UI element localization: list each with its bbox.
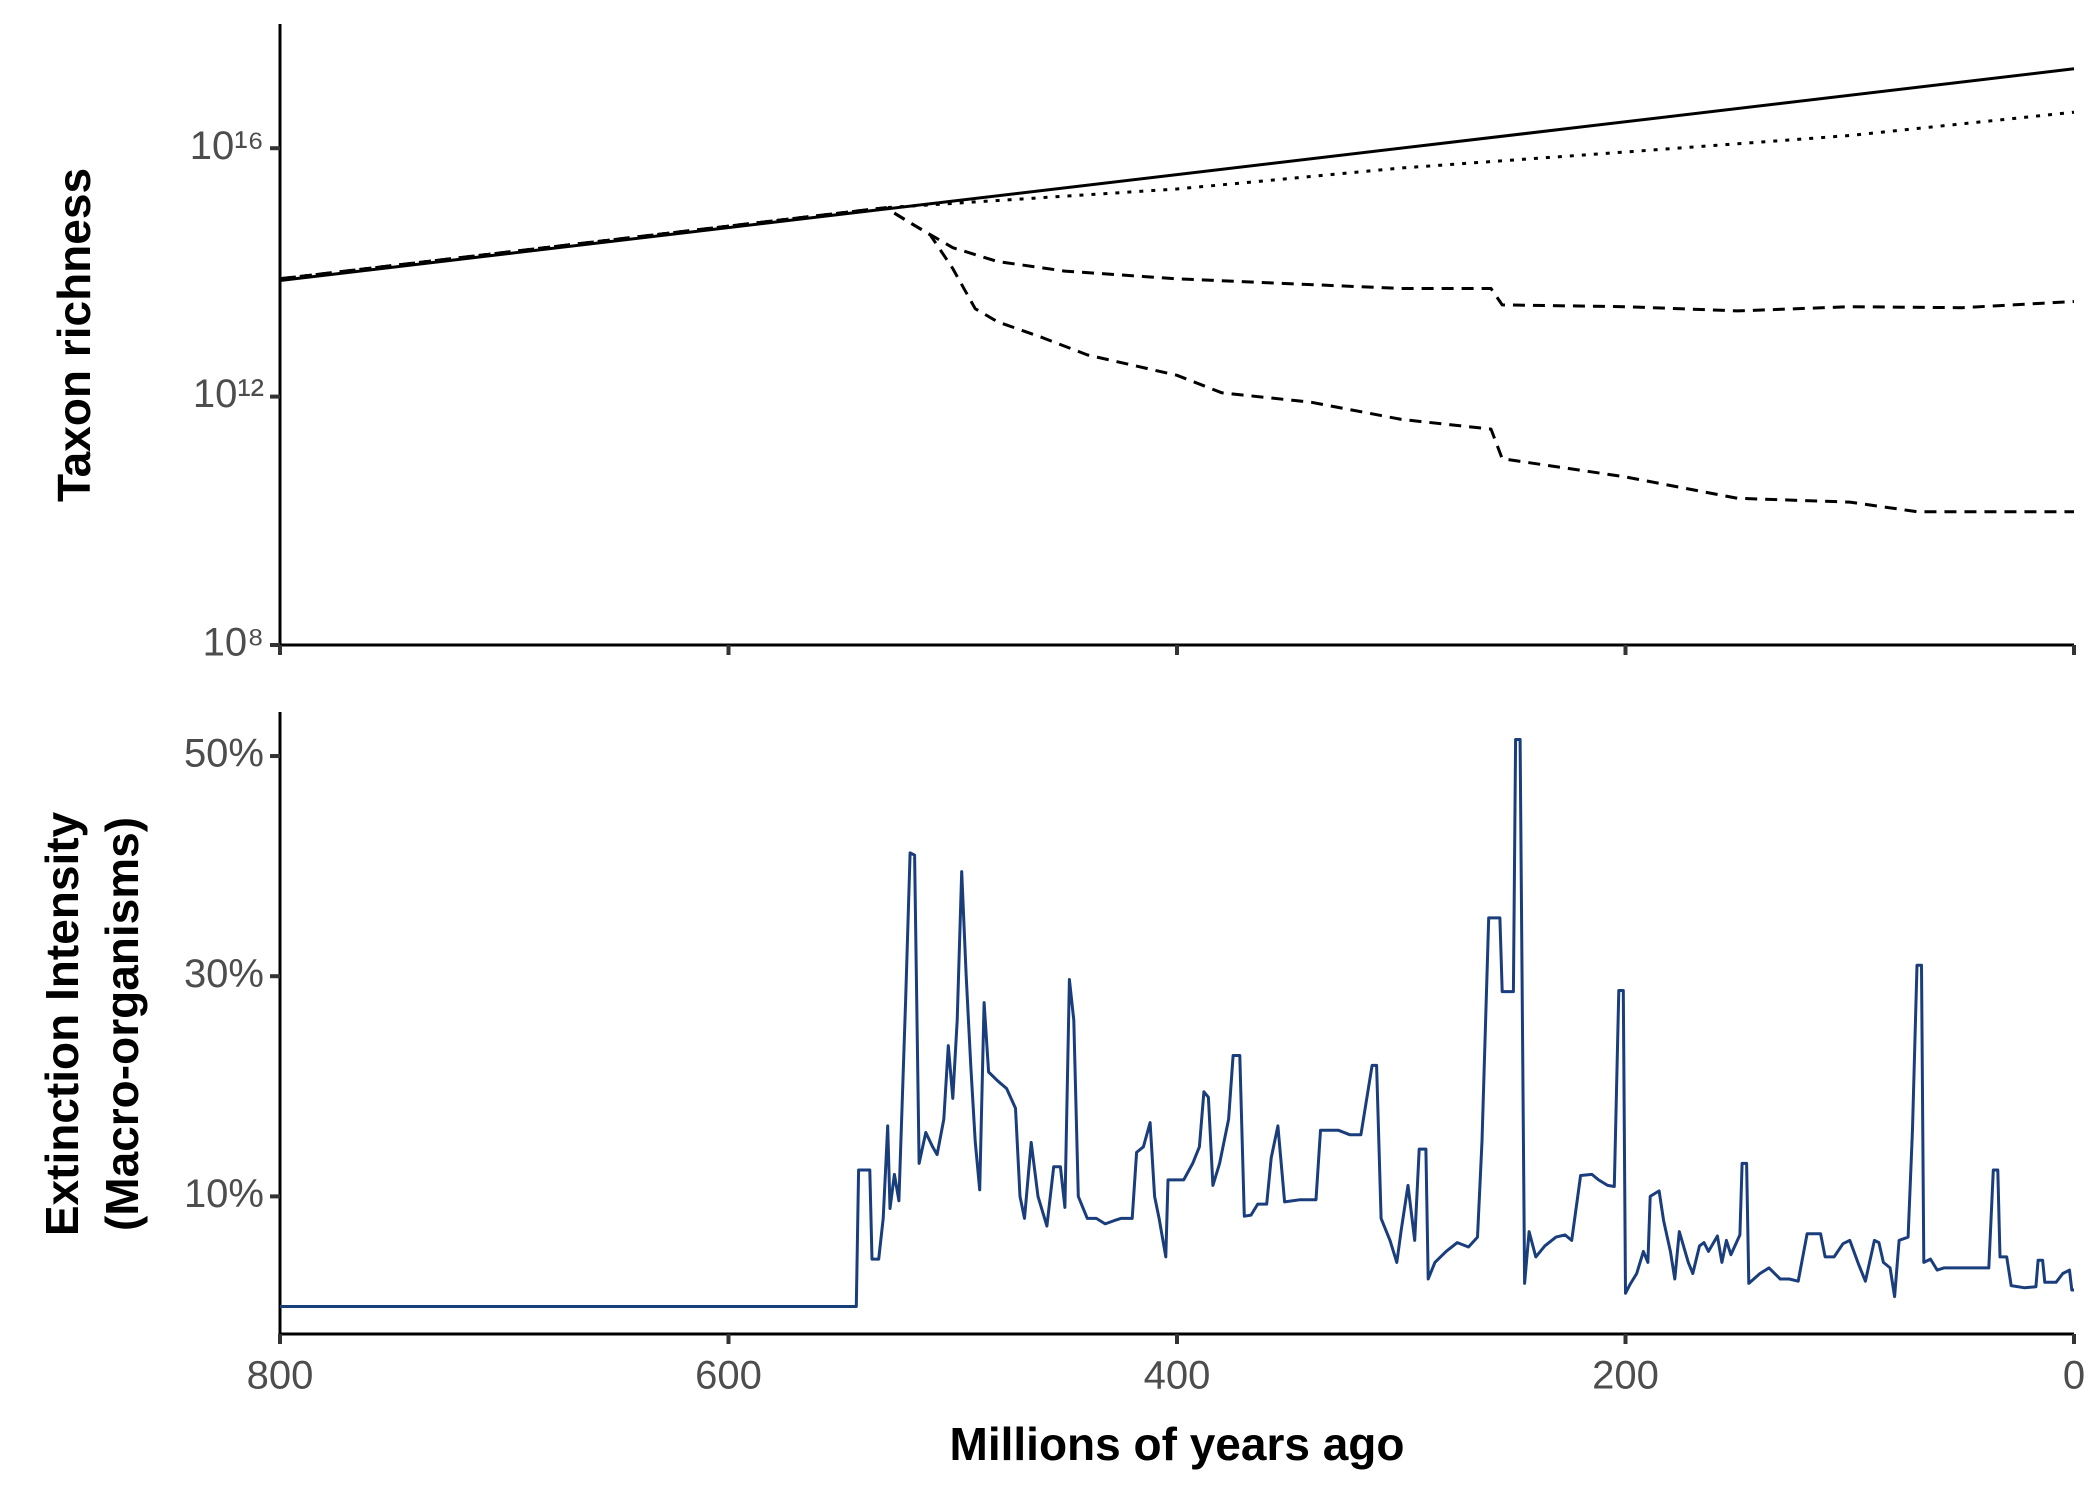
data-line [280,738,2074,1308]
y-tick-label: 10⁸ [203,621,264,665]
x-tick-label: 400 [1144,1354,1211,1398]
y-tick-label: 50% [184,732,264,776]
y-axis-title: (Macro-organisms) [96,817,148,1231]
y-tick-label: 10¹² [193,372,264,416]
x-tick-label: 800 [247,1354,314,1398]
y-tick-label: 10% [184,1172,264,1216]
data-line [279,110,2075,281]
data-line [279,206,2074,514]
y-axis-title: Extinction Intensity [36,811,88,1236]
x-tick-label: 600 [695,1354,762,1398]
y-axis-title: Taxon richness [48,168,100,502]
x-tick-label: 200 [1592,1354,1659,1398]
y-tick-label: 10¹⁶ [190,124,264,168]
data-line [279,67,2075,282]
x-tick-label: 0 [2063,1354,2085,1398]
data-line [279,206,2075,313]
y-tick-label: 30% [184,952,264,996]
x-axis-title: Millions of years ago [950,1418,1405,1470]
